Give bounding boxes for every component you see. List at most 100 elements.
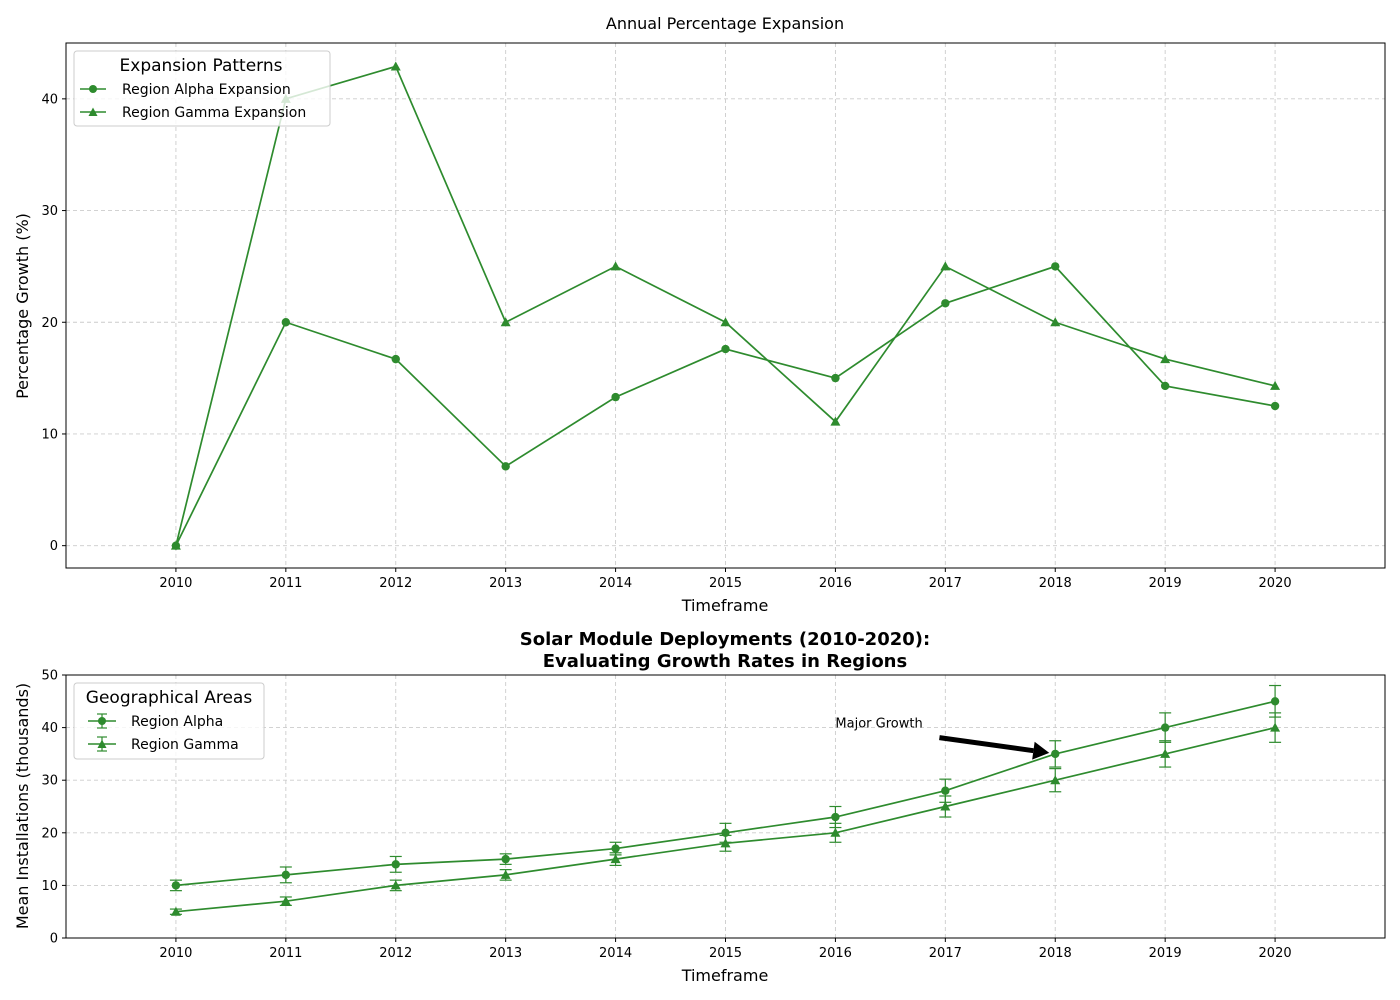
x-tick-label: 2017 (929, 576, 962, 591)
data-point (1270, 722, 1281, 732)
data-point (1270, 401, 1280, 411)
data-point (610, 261, 621, 271)
data-point (941, 786, 950, 795)
growth-chart: Annual Percentage Expansion 2010 2011 2012… (13, 14, 1386, 615)
deployment-chart-y-ticks: 0 10 20 30 40 50 (41, 669, 66, 947)
y-tick-label: 30 (41, 204, 58, 219)
x-tick-label: 2014 (599, 576, 632, 591)
series-alpha (169, 684, 1282, 892)
growth-chart-y-ticks: 0 10 20 30 40 (41, 92, 66, 554)
data-point (170, 540, 181, 550)
data-point (1160, 381, 1170, 391)
data-point (501, 462, 510, 471)
x-tick-label: 2012 (379, 946, 412, 961)
legend-box (73, 50, 331, 127)
data-point (611, 392, 620, 402)
data-point (1051, 749, 1060, 759)
data-point (280, 896, 291, 906)
series-gamma (169, 712, 1282, 916)
legend-label-alpha: Region Alpha (131, 714, 223, 730)
x-tick-label: 2018 (1039, 576, 1072, 591)
x-tick-label: 2015 (709, 946, 742, 961)
legend-box (73, 682, 265, 760)
data-point (1160, 748, 1171, 758)
y-tick-label: 0 (50, 932, 58, 947)
growth-chart-legend: Expansion Patterns Region Alpha Expansio… (73, 50, 331, 127)
annotation-text: Major Growth (835, 717, 922, 732)
data-point (940, 261, 951, 271)
data-point (720, 317, 731, 327)
data-point (610, 854, 621, 864)
deployment-chart: Solar Module Deployments (2010-2020): Ev… (13, 629, 1386, 985)
data-point (721, 344, 730, 354)
deployment-chart-title-line1: Solar Module Deployments (2010-2020): (520, 629, 930, 650)
data-point (1050, 317, 1061, 327)
x-tick-label: 2012 (379, 576, 412, 591)
growth-chart-x-ticks: 2010 2011 2012 2013 2014 2015 2016 2017 2018 2019… (159, 568, 1292, 591)
legend-label-gamma: Region Gamma (131, 737, 239, 753)
legend-marker-alpha (98, 717, 106, 725)
x-tick-label: 2015 (709, 576, 742, 591)
growth-chart-y-label: Percentage Growth (%) (13, 213, 32, 399)
growth-chart-x-label: Timeframe (681, 596, 769, 615)
x-tick-label: 2010 (159, 576, 192, 591)
data-point (611, 844, 620, 853)
data-point (1160, 354, 1171, 364)
data-point (830, 416, 841, 426)
legend-title: Expansion Patterns (120, 56, 283, 76)
data-point (1160, 723, 1170, 732)
data-point (500, 317, 511, 327)
y-tick-label: 50 (41, 669, 58, 684)
y-tick-label: 10 (41, 879, 58, 894)
x-tick-label: 2019 (1149, 576, 1182, 591)
data-point (281, 870, 291, 880)
y-tick-label: 10 (41, 427, 58, 442)
x-tick-label: 2018 (1039, 946, 1072, 961)
data-point (720, 838, 731, 848)
y-tick-label: 20 (41, 826, 58, 841)
data-point (390, 880, 401, 890)
data-point (831, 373, 840, 383)
x-tick-label: 2010 (159, 946, 192, 961)
x-tick-label: 2017 (929, 946, 962, 961)
deployment-chart-series (169, 684, 1282, 916)
data-point (831, 812, 840, 822)
deployment-chart-x-ticks: 2010 2011 2012 2013 2014 2015 2016 2017 2018 2019… (159, 938, 1292, 961)
legend-marker-alpha (89, 85, 97, 93)
deployment-chart-x-label: Timeframe (681, 966, 769, 985)
deployment-chart-title-line2: Evaluating Growth Rates in Regions (543, 651, 907, 672)
growth-chart-title: Annual Percentage Expansion (606, 14, 844, 33)
x-tick-label: 2020 (1259, 946, 1292, 961)
data-point (500, 869, 511, 879)
data-point (1270, 380, 1281, 390)
x-tick-label: 2016 (819, 576, 852, 591)
legend-title: Geographical Areas (86, 688, 253, 708)
x-tick-label: 2019 (1149, 946, 1182, 961)
deployment-chart-y-label: Mean Installations (thousands) (13, 683, 32, 929)
data-point (170, 906, 181, 916)
data-point (390, 61, 401, 71)
data-point (1050, 775, 1061, 785)
deployment-chart-legend: Geographical Areas Region Alpha Region G… (73, 682, 265, 760)
annotation-arrow-head (1032, 741, 1050, 760)
series-alpha (171, 262, 1280, 550)
legend-label-gamma: Region Gamma Expansion (122, 105, 306, 121)
y-tick-label: 40 (41, 92, 58, 107)
data-point (940, 801, 951, 811)
x-tick-label: 2013 (489, 576, 522, 591)
data-point (1270, 697, 1280, 706)
legend-marker-gamma (88, 107, 98, 116)
legend-label-alpha: Region Alpha Expansion (122, 82, 291, 98)
x-tick-label: 2011 (269, 946, 302, 961)
y-tick-label: 0 (50, 539, 58, 554)
x-tick-label: 2014 (599, 946, 632, 961)
data-point (391, 354, 400, 364)
x-tick-label: 2020 (1259, 576, 1292, 591)
x-tick-label: 2016 (819, 946, 852, 961)
data-point (171, 881, 181, 890)
x-tick-label: 2013 (489, 946, 522, 961)
y-tick-label: 20 (41, 316, 58, 331)
data-point (281, 318, 291, 327)
data-point (391, 860, 400, 869)
